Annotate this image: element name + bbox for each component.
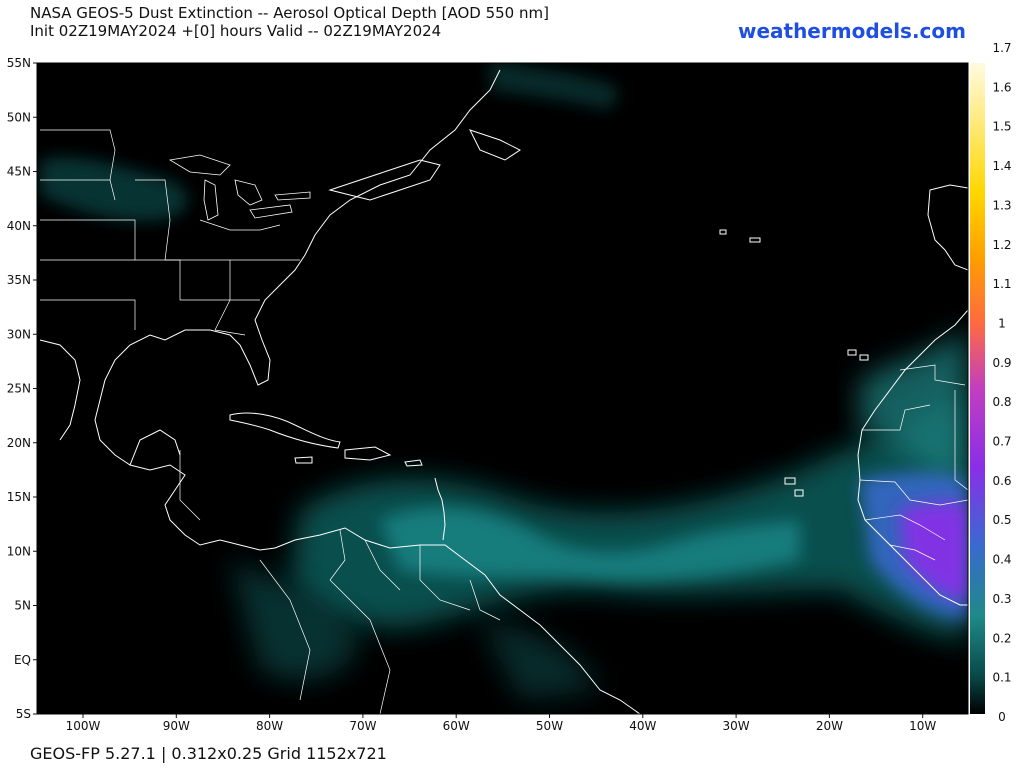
colorbar-tick-label: 0.4 xyxy=(992,553,1011,567)
colorbar-tick-label: 1.7 xyxy=(992,41,1011,55)
lat-label: 5S xyxy=(16,707,31,721)
lon-label: 20W xyxy=(816,719,843,733)
colorbar-labels: 0 0.1 0.2 0.3 0.4 0.5 0.6 0.7 0.8 0.9 1 1.1 1.2 1.3 1.… xyxy=(992,41,1011,724)
latitude-labels: 55N 50N 45N 40N 35N 30N 25N 20N 15N 10N 5N EQ 5S xyxy=(7,56,37,721)
colorbar-tick-label: 1.3 xyxy=(992,198,1011,212)
lon-label: 70W xyxy=(349,719,376,733)
lon-label: 30W xyxy=(723,719,750,733)
lat-label: 30N xyxy=(7,327,31,341)
lon-label: 60W xyxy=(443,719,470,733)
lon-label: 90W xyxy=(163,719,190,733)
colorbar-tick-label: 1.4 xyxy=(992,159,1011,173)
lat-label: 25N xyxy=(7,382,31,396)
colorbar-tick-label: 0.8 xyxy=(992,395,1011,409)
grid-info: GEOS-FP 5.27.1 | 0.312x0.25 Grid 1152x72… xyxy=(30,744,387,763)
lat-label: 10N xyxy=(7,544,31,558)
colorbar-tick-label: 0.1 xyxy=(992,671,1011,685)
lat-label: 15N xyxy=(7,490,31,504)
colorbar xyxy=(970,63,985,714)
colorbar-tick-label: 1 xyxy=(998,316,1006,330)
colorbar-tick-label: 0.5 xyxy=(992,513,1011,527)
lat-label: 45N xyxy=(7,165,31,179)
map-background xyxy=(37,63,968,714)
colorbar-tick-label: 1.6 xyxy=(992,80,1011,94)
coastlines xyxy=(39,69,968,714)
colorbar-tick-label: 0.3 xyxy=(992,592,1011,606)
map-valid-time: Init 02Z19MAY2024 +[0] hours Valid -- 02… xyxy=(30,22,442,40)
colorbar-tick-label: 0.7 xyxy=(992,435,1011,449)
lat-label: 20N xyxy=(7,436,31,450)
lat-label: 5N xyxy=(14,599,31,613)
borders xyxy=(40,129,968,714)
colorbar-tick-label: 1.5 xyxy=(992,120,1011,134)
colorbar-tick-label: 0.6 xyxy=(992,474,1011,488)
lat-label: 55N xyxy=(7,56,31,70)
brand-link[interactable]: weathermodels.com xyxy=(737,19,966,43)
lon-label: 40W xyxy=(629,719,656,733)
colorbar-tick-label: 1.2 xyxy=(992,238,1011,252)
colorbar-tick-label: 0.9 xyxy=(992,356,1011,370)
lon-label: 80W xyxy=(256,719,283,733)
lon-label: 100W xyxy=(66,719,101,733)
dust-plume-layer xyxy=(40,63,968,700)
colorbar-tick-label: 0 xyxy=(998,710,1006,724)
map-title: NASA GEOS-5 Dust Extinction -- Aerosol O… xyxy=(30,4,549,22)
lat-label: 50N xyxy=(7,110,31,124)
colorbar-tick-label: 0.2 xyxy=(992,631,1011,645)
lat-label: 35N xyxy=(7,273,31,287)
lat-label: EQ xyxy=(14,653,31,667)
lon-label: 50W xyxy=(536,719,563,733)
lat-label: 40N xyxy=(7,219,31,233)
colorbar-tick-label: 1.1 xyxy=(992,277,1011,291)
lon-label: 10W xyxy=(909,719,936,733)
longitude-labels: 100W 90W 80W 70W 60W 50W 40W 30W 20W 10W xyxy=(66,714,936,733)
great-lakes xyxy=(168,154,311,221)
